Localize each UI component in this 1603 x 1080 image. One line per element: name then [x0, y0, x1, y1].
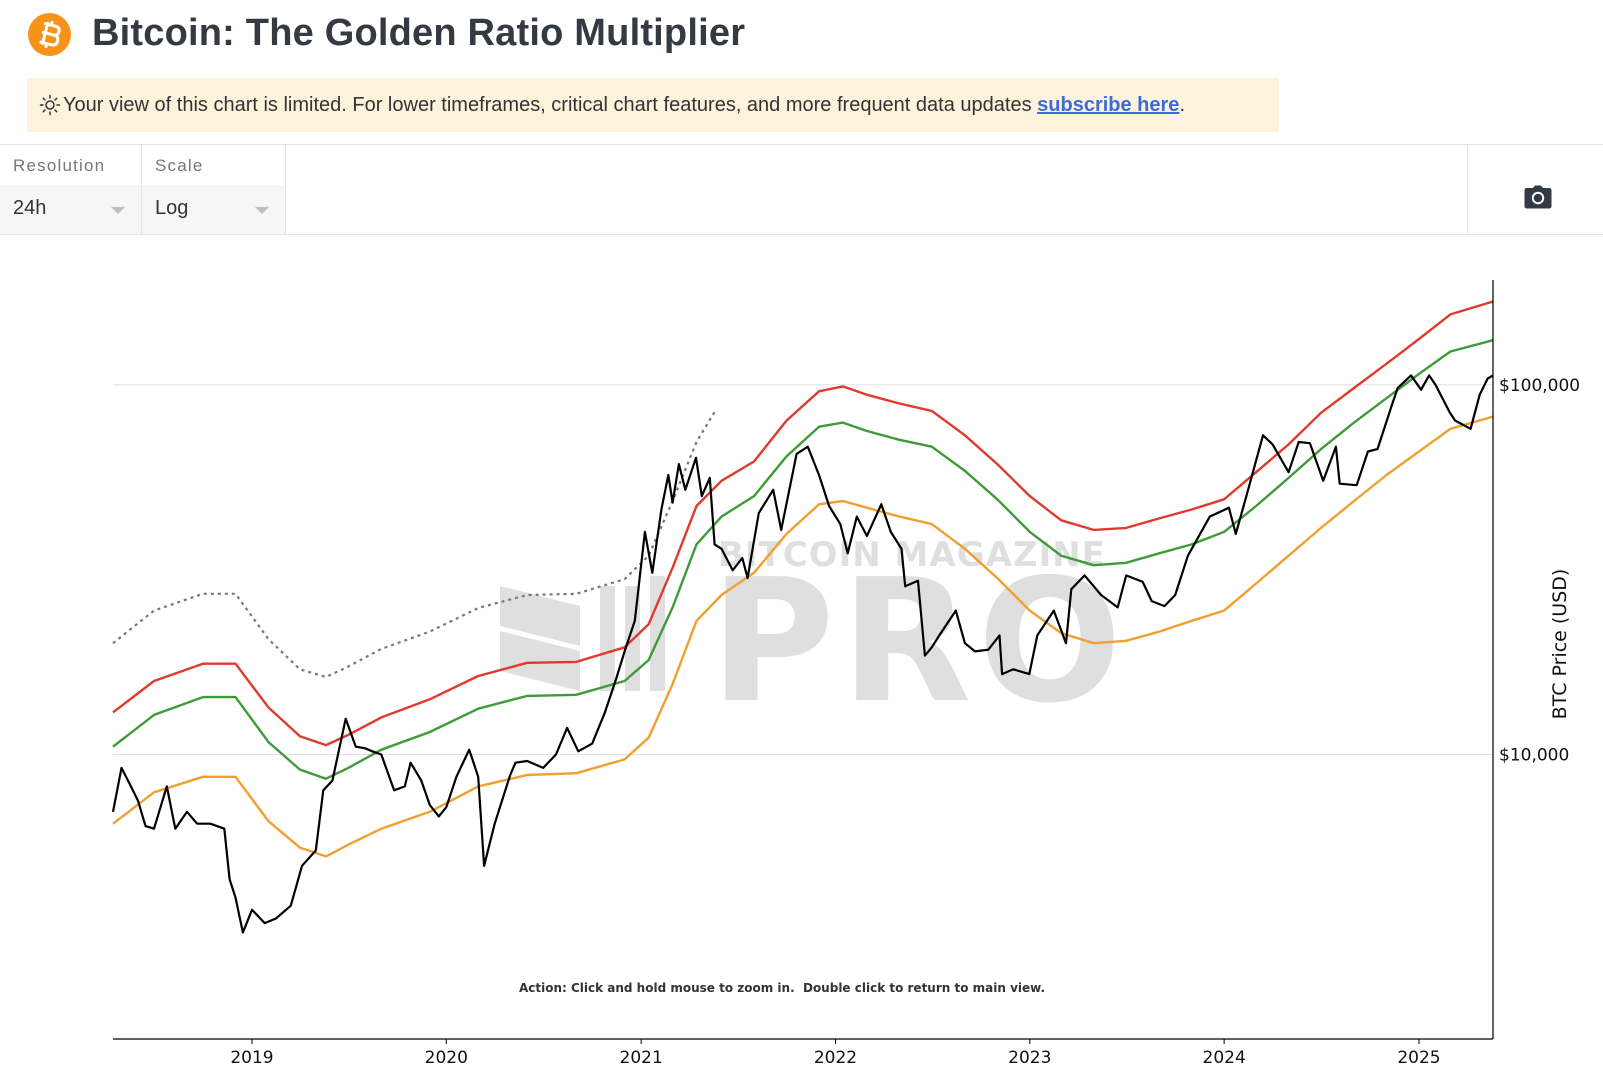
svg-text:PRO: PRO: [710, 543, 1128, 741]
bitcoin-logo-icon: [28, 13, 71, 56]
banner-suffix: .: [1179, 93, 1185, 116]
x-tick-label: 2024: [1203, 1048, 1246, 1068]
limited-view-banner: Your view of this chart is limited. For …: [27, 78, 1279, 132]
x-tick-label: 2020: [425, 1048, 468, 1068]
zoom-hint-annotation: Action: Click and hold mouse to zoom in.…: [519, 981, 1045, 995]
resolution-select[interactable]: 24h: [0, 185, 141, 234]
watermark: BITCOIN MAGAZINE PRO: [500, 535, 1128, 741]
grid-lines: [113, 384, 1493, 755]
chevron-down-icon: [111, 207, 125, 214]
series-line-1: [112, 300, 1494, 747]
x-tick-label: 2022: [814, 1048, 857, 1068]
scale-select[interactable]: Log: [142, 185, 285, 234]
series-layer: [111, 300, 1494, 934]
y-tick-label: $10,000: [1499, 745, 1569, 765]
resolution-control: Resolution 24h: [0, 145, 142, 234]
scale-label: Scale: [155, 156, 204, 175]
page-title: Bitcoin: The Golden Ratio Multiplier: [92, 12, 746, 54]
chevron-down-icon: [255, 207, 269, 214]
svg-text:BITCOIN MAGAZINE: BITCOIN MAGAZINE: [718, 535, 1106, 575]
x-tick-label: 2021: [620, 1048, 663, 1068]
y-axis-title: BTC Price (USD): [1549, 569, 1571, 720]
chart-controls: Resolution 24h Scale Log: [0, 144, 1603, 235]
header: Bitcoin: The Golden Ratio Multiplier: [0, 0, 1603, 72]
chart[interactable]: BITCOIN MAGAZINE PRO $10,000 $100,000 2019…: [0, 236, 1603, 1080]
subscribe-link[interactable]: subscribe here: [1037, 93, 1180, 116]
sun-icon: [39, 94, 61, 116]
series-line-3: [112, 415, 1494, 858]
series-line-4: [112, 410, 717, 679]
scale-control: Scale Log: [142, 145, 286, 234]
resolution-value: 24h: [13, 197, 47, 219]
x-tick-label: 2023: [1008, 1048, 1051, 1068]
scale-value: Log: [155, 197, 189, 219]
camera-icon: [1524, 185, 1552, 209]
y-tick-label: $100,000: [1499, 376, 1580, 396]
series-line-2: [112, 339, 1494, 780]
x-tick-label: 2025: [1397, 1048, 1440, 1068]
x-tick-label: 2019: [230, 1048, 273, 1068]
series-line-0: [111, 374, 1494, 934]
resolution-label: Resolution: [13, 156, 106, 175]
axes: $10,000 $100,000 2019 2020 2021 2022 2023 2024 2…: [113, 280, 1580, 1068]
banner-text: Your view of this chart is limited. For …: [63, 93, 1038, 116]
screenshot-button[interactable]: [1467, 145, 1603, 234]
